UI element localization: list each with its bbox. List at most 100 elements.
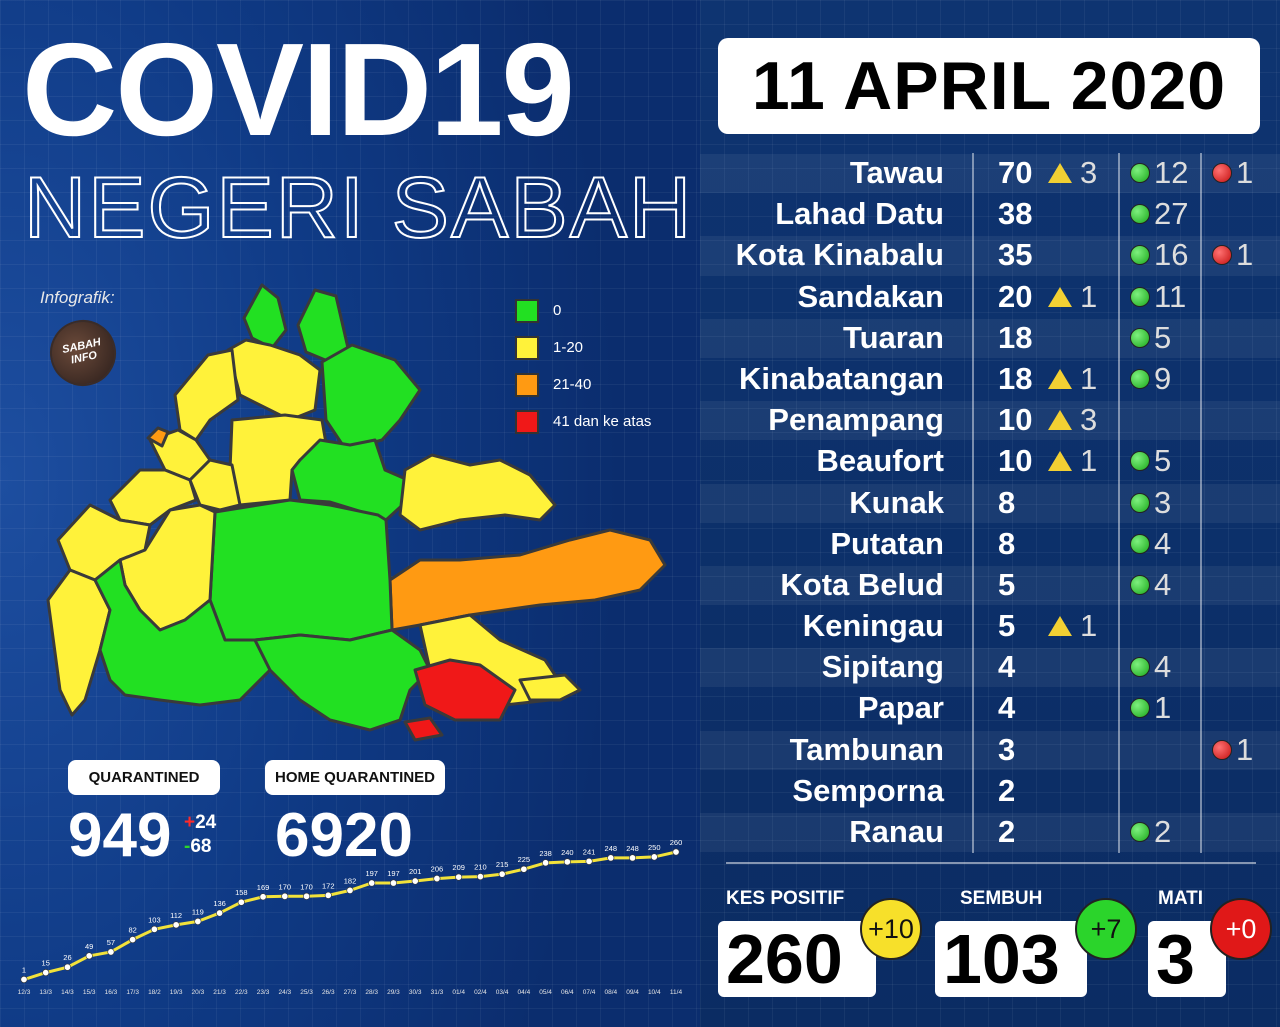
- data-label: 26: [63, 953, 71, 962]
- legend-swatch-red: [515, 409, 539, 434]
- recovered-value: 5: [1154, 319, 1172, 355]
- legend-label: 41 dan ke atas: [553, 413, 652, 430]
- x-tick-label: 06/4: [561, 989, 574, 996]
- legend-item-41-plus: 41 dan ke atas: [515, 403, 651, 440]
- data-point: [629, 854, 637, 862]
- table-row: Sandakan 20 1 11: [700, 277, 1280, 318]
- table-row: Papar 4 1: [700, 688, 1280, 729]
- x-tick-label: 09/4: [626, 989, 639, 996]
- green-dot-icon: [1130, 327, 1150, 348]
- district-cases: 8: [998, 525, 1016, 561]
- district-cases: 5: [998, 608, 1016, 644]
- map-region-keningau: [208, 498, 394, 642]
- row-background: [700, 483, 1280, 523]
- district-name: Sandakan: [797, 278, 944, 314]
- green-dot-icon: [1130, 286, 1150, 307]
- recovered-delta-badge: +7: [1075, 898, 1137, 960]
- green-dot-icon: [1130, 245, 1150, 266]
- series-line: [23, 850, 677, 981]
- row-background: [700, 648, 1280, 688]
- data-point: [498, 870, 506, 878]
- row-background: [700, 607, 1280, 646]
- district-name: Ranau: [849, 814, 944, 849]
- x-tick-label: 26/3: [322, 989, 335, 996]
- data-point: [129, 936, 137, 944]
- green-dot-icon: [1130, 368, 1150, 389]
- quarantined-label: QUARANTINED: [68, 760, 220, 795]
- positive-value: 260: [718, 921, 876, 997]
- row-background: [700, 565, 1280, 606]
- x-tick-label: 10/4: [648, 989, 661, 996]
- new-cases: 1: [1048, 279, 1097, 315]
- data-point: [455, 873, 463, 881]
- recovered-cases: 4: [1130, 649, 1171, 685]
- legend-item-21-40: 21-40: [515, 366, 651, 403]
- recovered-value: 27: [1154, 196, 1189, 232]
- data-point: [542, 859, 550, 867]
- data-point: [585, 857, 593, 865]
- x-tick-label: 24/3: [278, 989, 291, 996]
- recovered-value: 4: [1154, 525, 1172, 561]
- x-tick-label: 01/4: [452, 989, 465, 996]
- x-tick-label: 31/3: [431, 989, 444, 996]
- table-row: Kota Belud 5 4: [700, 565, 1280, 606]
- data-label: 170: [279, 882, 292, 891]
- data-point: [20, 976, 28, 984]
- recovered-cases: 5: [1130, 320, 1171, 356]
- x-tick-label: 20/3: [192, 989, 205, 996]
- subtitle: NEGERI SABAH: [23, 160, 694, 256]
- recovered-value: 1: [1154, 690, 1172, 726]
- data-label: 49: [85, 942, 93, 951]
- data-label: 82: [128, 926, 136, 935]
- row-background: [700, 442, 1280, 481]
- map-region-sandakan: [398, 453, 557, 532]
- green-dot-icon: [1130, 698, 1150, 719]
- district-cases: 20: [998, 278, 1033, 314]
- x-tick-label: 16/3: [105, 989, 118, 996]
- data-label: 248: [605, 844, 618, 853]
- district-name: Lahad Datu: [775, 196, 944, 232]
- table-row: Lahad Datu 38 27: [700, 194, 1280, 235]
- data-point: [389, 879, 397, 887]
- data-point: [476, 873, 484, 881]
- legend-label: 0: [553, 302, 562, 319]
- new-cases: 3: [1048, 155, 1097, 191]
- row-background: [700, 525, 1280, 564]
- table-divider: [972, 153, 974, 853]
- data-label: 136: [213, 899, 226, 908]
- district-table: Tawau 70 3 12 1 Lahad Datu 38 27 Kota Kinabalu 35…: [700, 153, 1280, 853]
- district-cases: 4: [998, 649, 1016, 685]
- recovered-cases: 16: [1130, 237, 1188, 273]
- data-label: 172: [322, 881, 335, 890]
- table-row: Tawau 70 3 12 1: [700, 153, 1280, 194]
- table-row: Kota Kinabalu 35 16 1: [700, 235, 1280, 276]
- map-region-kota-marudu: [226, 338, 322, 422]
- x-tick-label: 13/3: [39, 989, 52, 996]
- data-label: 15: [42, 959, 50, 968]
- data-point: [563, 858, 571, 866]
- green-dot-icon: [1130, 204, 1150, 225]
- data-point: [259, 893, 267, 901]
- data-point: [411, 877, 419, 885]
- district-cases: 2: [998, 772, 1016, 808]
- map-region-kk: [146, 426, 170, 448]
- table-row: Keningau 5 1: [700, 606, 1280, 647]
- deaths-label: MATI: [1158, 888, 1204, 909]
- data-point: [650, 853, 658, 861]
- legend-swatch-yellow: [515, 335, 539, 360]
- data-point: [281, 892, 289, 900]
- district-name: Beaufort: [816, 443, 944, 479]
- deaths-delta-badge: +0: [1210, 898, 1272, 960]
- data-point: [433, 875, 441, 883]
- row-background: [700, 236, 1280, 276]
- row-background: [700, 401, 1280, 441]
- map-region-pitas: [320, 343, 422, 452]
- map-region-kinabatangan: [388, 528, 667, 632]
- green-dot-icon: [1130, 492, 1150, 513]
- data-point: [150, 925, 158, 933]
- row-background: [700, 318, 1280, 358]
- x-tick-label: 07/4: [583, 989, 596, 996]
- deaths-value: 1: [1236, 237, 1254, 273]
- map-legend: 0 1-20 21-40 41 dan ke atas: [515, 292, 651, 440]
- map-region-tongod: [253, 628, 432, 732]
